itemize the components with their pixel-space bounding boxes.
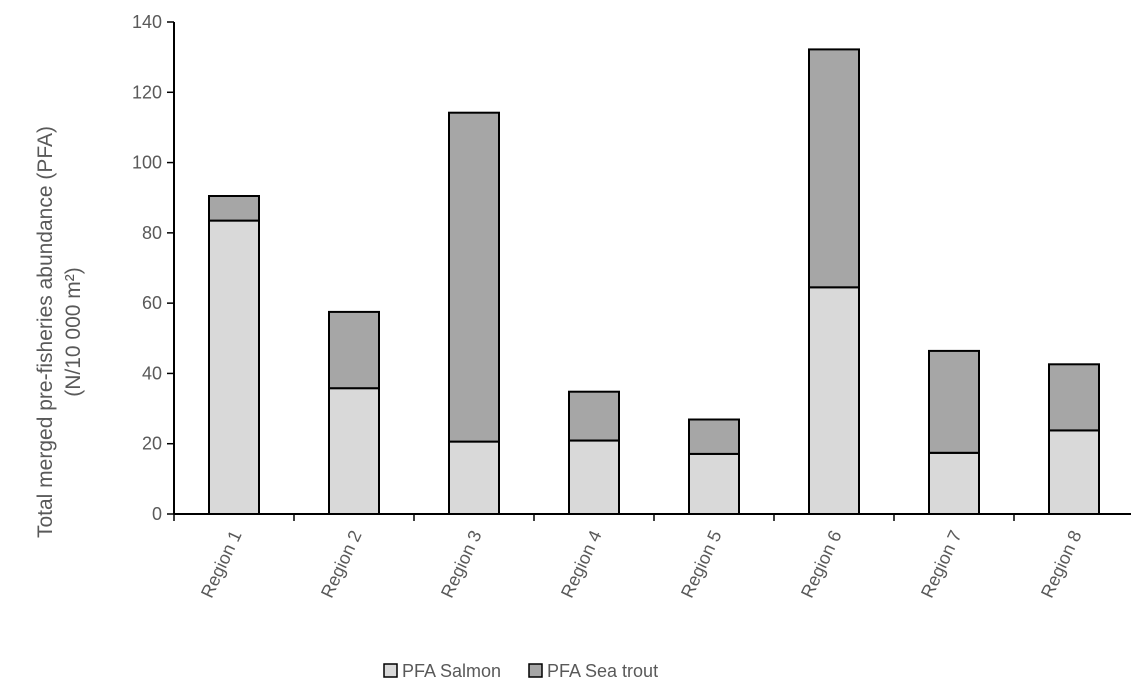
plot-area bbox=[208, 48, 1100, 516]
y-tick-label: 120 bbox=[132, 82, 162, 102]
y-tick-label: 40 bbox=[142, 363, 162, 383]
bar-salmon-6 bbox=[808, 286, 860, 515]
x-category-label: Region 2 bbox=[317, 527, 366, 601]
bar-sea-trout-2 bbox=[328, 310, 380, 390]
x-category-label: Region 6 bbox=[797, 527, 846, 601]
legend-swatch-salmon bbox=[383, 663, 398, 678]
bar-sea-trout-6 bbox=[808, 48, 860, 289]
x-category-label: Region 3 bbox=[437, 527, 486, 601]
x-category-label: Region 5 bbox=[677, 527, 726, 601]
y-tick-label: 100 bbox=[132, 153, 162, 173]
y-tick-label: 80 bbox=[142, 223, 162, 243]
y-tick-label: 0 bbox=[152, 504, 162, 524]
y-tick-label: 60 bbox=[142, 293, 162, 313]
x-category-label: Region 4 bbox=[557, 527, 606, 601]
y-axis: 0 20 40 60 80 100 120 140 bbox=[132, 12, 175, 524]
bar-sea-trout-7 bbox=[928, 349, 980, 454]
x-category-label: Region 8 bbox=[1037, 527, 1086, 601]
bar-sea-trout-5 bbox=[688, 418, 740, 455]
y-axis-title-line-1: Total merged pre-fisheries abundance (PF… bbox=[34, 126, 57, 538]
y-axis-title-line-2: (N/10 000 m²) bbox=[62, 267, 85, 397]
bar-salmon-5 bbox=[688, 452, 740, 515]
legend-label-salmon: PFA Salmon bbox=[402, 661, 501, 681]
x-axis: Region 1 Region 2 Region 3 Region 4 Region 5… bbox=[173, 513, 1131, 601]
bar-salmon-8 bbox=[1048, 429, 1100, 515]
bar-salmon-3 bbox=[448, 440, 500, 516]
bar-salmon-4 bbox=[568, 439, 620, 516]
legend: PFA Salmon PFA Sea trout bbox=[383, 661, 658, 681]
bar-salmon-2 bbox=[328, 387, 380, 516]
bar-sea-trout-1 bbox=[208, 195, 260, 222]
y-tick-label: 20 bbox=[142, 434, 162, 454]
bar-salmon-1 bbox=[208, 219, 260, 515]
legend-label-sea-trout: PFA Sea trout bbox=[547, 661, 658, 681]
x-category-label: Region 1 bbox=[197, 527, 246, 601]
legend-swatch-sea-trout bbox=[528, 663, 543, 678]
bar-sea-trout-4 bbox=[568, 390, 620, 442]
bar-sea-trout-8 bbox=[1048, 363, 1100, 432]
y-tick-label: 140 bbox=[132, 12, 162, 32]
bar-sea-trout-3 bbox=[448, 111, 500, 443]
bar-salmon-7 bbox=[928, 451, 980, 515]
x-category-label: Region 7 bbox=[917, 527, 966, 601]
